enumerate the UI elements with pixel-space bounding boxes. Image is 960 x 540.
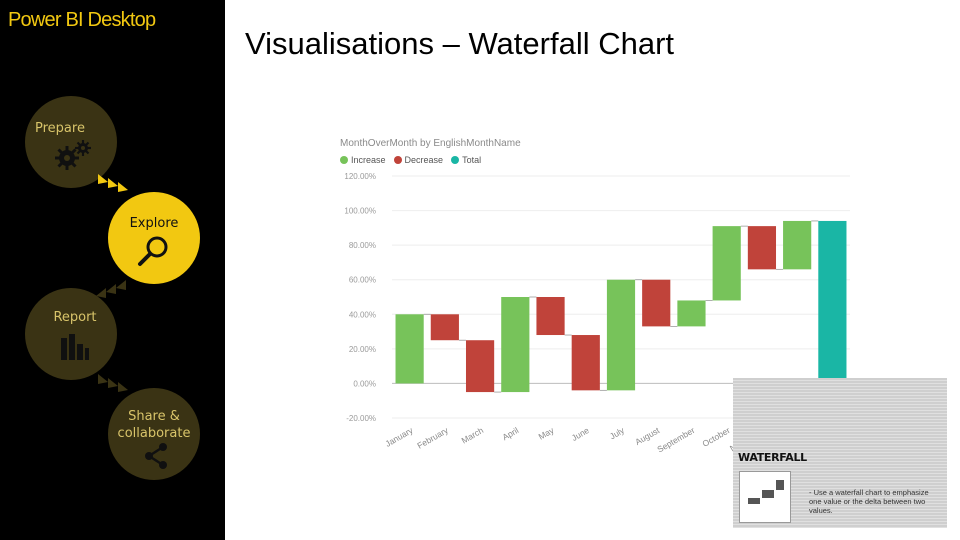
x-tick-label: October — [700, 425, 731, 449]
step-label-line2: collaborate — [117, 426, 191, 441]
waterfall-bar — [571, 335, 600, 391]
y-tick-label: 80.00% — [349, 241, 376, 250]
app-title: Power BI Desktop — [8, 9, 156, 31]
legend-decrease: Decrease — [393, 155, 444, 165]
waterfall-bar — [712, 226, 741, 301]
share-icon — [145, 443, 167, 469]
step-arrows-icon — [96, 280, 126, 298]
x-tick-label: September — [655, 425, 696, 455]
step-arrows-icon — [98, 174, 128, 192]
waterfall-bar — [747, 226, 777, 270]
x-tick-label: April — [501, 425, 521, 442]
step-prepare[interactable]: Prepare — [25, 96, 117, 188]
chart-title: MonthOverMonth by EnglishMonthName — [340, 138, 521, 149]
step-share[interactable]: Share & collaborate — [108, 388, 200, 480]
y-tick-label: 60.00% — [349, 276, 376, 285]
waterfall-bar — [677, 300, 706, 327]
waterfall-card-description: - Use a waterfall chart to emphasize one… — [809, 488, 929, 515]
waterfall-bar — [430, 314, 459, 341]
legend-label: Decrease — [404, 155, 444, 165]
x-tick-label: February — [415, 425, 450, 451]
slide-title: Visualisations – Waterfall Chart — [245, 26, 675, 61]
waterfall-info-card: WATERFALL - Use a waterfall chart to emp… — [733, 378, 947, 528]
waterfall-bar — [818, 220, 847, 384]
legend-label: Increase — [351, 155, 386, 165]
waterfall-bar — [465, 340, 495, 393]
x-tick-label: May — [537, 425, 557, 442]
legend-dot — [340, 156, 348, 164]
waterfall-bar — [395, 314, 424, 384]
y-tick-label: 20.00% — [349, 345, 376, 354]
legend-total: Total — [451, 155, 481, 165]
gears-icon — [55, 140, 91, 170]
y-tick-label: 40.00% — [349, 310, 376, 319]
x-tick-label: March — [460, 425, 486, 446]
magnifier-icon — [138, 236, 168, 266]
waterfall-bar — [642, 279, 671, 327]
legend-increase: Increase — [340, 155, 386, 165]
waterfall-visual-icon — [739, 471, 791, 523]
legend-dot — [451, 156, 460, 164]
y-tick-label: 100.00% — [344, 207, 376, 216]
x-tick-label: July — [608, 425, 627, 442]
x-tick-label: June — [570, 425, 591, 443]
step-label: Explore — [129, 216, 179, 231]
step-label-line1: Share & — [128, 409, 180, 424]
step-report[interactable]: Report — [25, 288, 117, 380]
step-label: Report — [53, 310, 97, 325]
waterfall-bar — [783, 220, 812, 270]
y-tick-label: -20.00% — [346, 414, 376, 423]
step-label: Prepare — [35, 121, 85, 136]
waterfall-bar — [606, 279, 636, 391]
waterfall-card-heading: WATERFALL — [738, 451, 807, 464]
legend-dot — [393, 156, 402, 164]
waterfall-bar — [501, 297, 530, 393]
bar-chart-icon — [61, 334, 89, 360]
x-tick-label: January — [383, 425, 415, 449]
chart-legend: Increase Decrease Total — [340, 155, 481, 165]
step-explore[interactable]: Explore — [108, 192, 200, 284]
step-label: Share & collaborate — [102, 408, 206, 442]
y-tick-label: 0.00% — [353, 379, 376, 388]
y-tick-label: 120.00% — [344, 172, 376, 181]
sidebar: Power BI Desktop Prepare — [0, 0, 225, 540]
waterfall-bar — [536, 297, 565, 336]
legend-label: Total — [462, 155, 482, 165]
step-arrows-icon — [98, 374, 128, 392]
